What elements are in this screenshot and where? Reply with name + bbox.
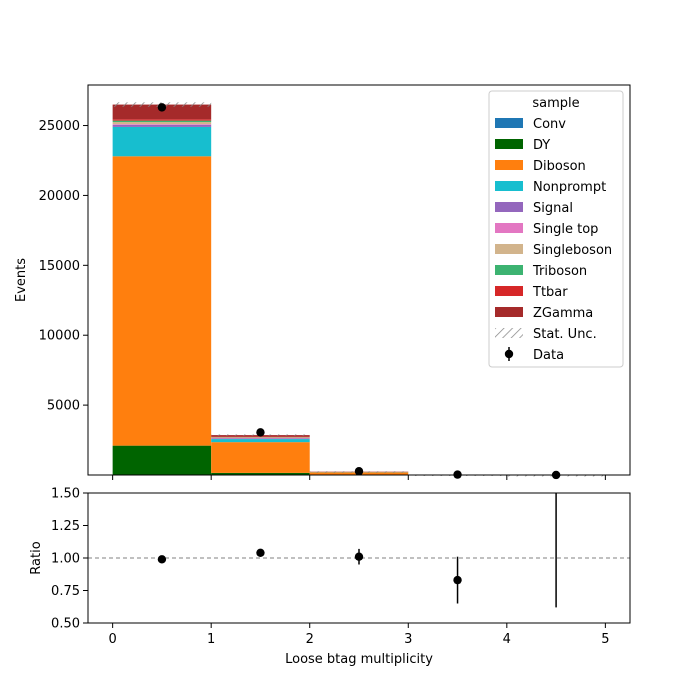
legend-label-signal: Signal bbox=[533, 201, 573, 216]
ratio-panel: 0.50 0.75 1.00 1.25 1.50 0 1 2 3 4 5 Ratio Loose … bbox=[29, 487, 631, 667]
ratio-y-tick-label: 0.75 bbox=[51, 584, 80, 599]
ratio-y-tick-label: 1.25 bbox=[51, 519, 80, 534]
legend-label-nonprompt: Nonprompt bbox=[533, 180, 606, 195]
y-tick-label: 15000 bbox=[39, 259, 80, 274]
legend-swatch-singleboson bbox=[495, 244, 523, 254]
y-tick-label: 10000 bbox=[39, 329, 80, 344]
main-panel: 5000 10000 15000 20000 25000 Events sample C… bbox=[14, 84, 631, 480]
legend-swatch-diboson bbox=[495, 160, 523, 170]
legend-swatch-single-top bbox=[495, 223, 523, 233]
legend-label-dy: DY bbox=[533, 138, 550, 153]
ratio-point-3 bbox=[453, 575, 462, 585]
bar-zgamma-bin-0 bbox=[112, 104, 212, 120]
ratio-point-1 bbox=[256, 548, 265, 557]
ratio-point-2 bbox=[354, 552, 364, 561]
ratio-y-tick-label: 1.00 bbox=[51, 552, 80, 567]
legend-label-zgamma: ZGamma bbox=[533, 306, 593, 321]
bar-ttbar-bin-1 bbox=[211, 436, 310, 438]
legend-label-singleboson: Singleboson bbox=[533, 243, 612, 258]
legend-label-diboson: Diboson bbox=[533, 159, 586, 174]
bar-signal-bin-0 bbox=[112, 124, 212, 127]
legend-label-conv: Conv bbox=[533, 117, 566, 132]
legend-label-data: Data bbox=[533, 348, 564, 363]
data-point-1 bbox=[256, 428, 265, 437]
bar-nonprompt-bin-0 bbox=[112, 126, 212, 157]
bar-singleboson-bin-1 bbox=[211, 437, 310, 439]
data-point-0 bbox=[157, 103, 167, 112]
main-x-axis-ticks bbox=[112, 475, 606, 480]
x-tick-label: 2 bbox=[306, 632, 314, 647]
ratio-point-0 bbox=[157, 555, 167, 564]
legend-swatch-conv bbox=[495, 118, 523, 128]
stacked-bars bbox=[112, 104, 606, 475]
legend-label-triboson: Triboson bbox=[532, 264, 587, 279]
legend-swatch-signal bbox=[495, 202, 523, 212]
legend-swatch-ttbar bbox=[495, 286, 523, 296]
bar-triboson-bin-0 bbox=[112, 120, 212, 123]
bar-singleboson-bin-0 bbox=[112, 122, 212, 125]
y-tick-label: 25000 bbox=[39, 119, 80, 134]
legend: sample Conv DY Diboson Nonprompt Signal Singl… bbox=[488, 90, 624, 368]
main-y-axis-label: Events bbox=[14, 258, 29, 302]
x-tick-label: 4 bbox=[503, 632, 511, 647]
main-plot-frame bbox=[87, 84, 631, 476]
y-tick-label: 5000 bbox=[47, 399, 80, 414]
ratio-x-axis-ticks: 0 1 2 3 4 5 bbox=[108, 623, 610, 647]
ratio-y-axis-label: Ratio bbox=[29, 541, 44, 574]
legend-entries: Conv DY Diboson Nonprompt Signal Single top Si… bbox=[495, 117, 612, 363]
x-tick-label: 5 bbox=[601, 632, 609, 647]
legend-label-stat-unc: Stat. Unc. bbox=[533, 327, 597, 342]
data-point-2 bbox=[354, 467, 364, 476]
ratio-points bbox=[157, 493, 557, 608]
y-tick-label: 20000 bbox=[39, 189, 80, 204]
legend-swatch-nonprompt bbox=[495, 181, 523, 191]
x-tick-label: 3 bbox=[404, 632, 412, 647]
bar-diboson-bin-1 bbox=[211, 442, 310, 473]
ratio-y-axis-ticks: 0.50 0.75 1.00 1.25 1.50 bbox=[51, 487, 88, 632]
bar-dy-bin-1 bbox=[211, 472, 310, 475]
ratio-y-tick-label: 0.50 bbox=[51, 617, 80, 632]
x-tick-label: 1 bbox=[207, 632, 215, 647]
bar-nonprompt-bin-1 bbox=[211, 439, 310, 443]
legend-data-marker bbox=[504, 349, 514, 359]
bar-dy-bin-0 bbox=[112, 445, 212, 475]
legend-title: sample bbox=[532, 96, 579, 111]
bar-single-top-bin-0 bbox=[112, 124, 212, 125]
x-axis-label: Loose btag multiplicity bbox=[285, 652, 433, 667]
bar-signal-bin-1 bbox=[211, 438, 310, 440]
bar-diboson-bin-0 bbox=[112, 156, 212, 446]
main-y-axis-ticks: 5000 10000 15000 20000 25000 bbox=[39, 119, 88, 414]
legend-swatch-dy bbox=[495, 139, 523, 149]
bar-ttbar-bin-0 bbox=[112, 119, 212, 121]
ratio-y-tick-label: 1.50 bbox=[51, 487, 80, 502]
legend-swatch-triboson bbox=[495, 265, 523, 275]
legend-swatch-zgamma bbox=[495, 307, 523, 317]
x-tick-label: 0 bbox=[108, 632, 116, 647]
legend-label-single-top: Single top bbox=[533, 222, 598, 237]
legend-label-ttbar: Ttbar bbox=[532, 285, 568, 300]
legend-swatch-stat-unc bbox=[495, 328, 523, 338]
